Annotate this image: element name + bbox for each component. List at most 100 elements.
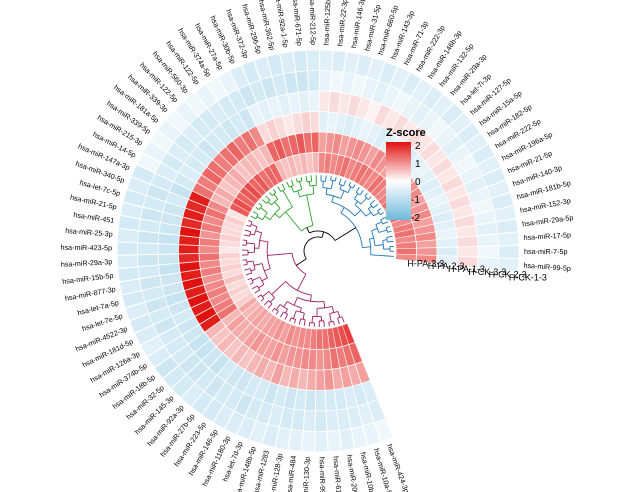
dendrogram-branch — [378, 229, 388, 233]
heatmap-cell — [207, 200, 229, 215]
heatmap-cell — [320, 50, 333, 71]
heatmap-cell — [482, 168, 506, 187]
heatmap-cell — [293, 154, 303, 176]
heatmap-cell — [478, 246, 499, 258]
heatmap-cell — [117, 229, 139, 243]
heatmap-cell — [138, 265, 160, 279]
heatmap-cell — [272, 320, 287, 341]
dendrogram-branch — [387, 240, 394, 243]
dendrogram-branch — [354, 209, 362, 217]
heatmap-cell — [457, 246, 478, 257]
dendrogram-branch — [341, 316, 345, 323]
heatmap-cell — [332, 368, 344, 390]
heatmap-cell — [237, 416, 256, 440]
heatmap-cell — [199, 314, 221, 332]
heatmap-cell — [246, 304, 265, 323]
heatmap-cell — [209, 291, 231, 307]
dendrogram-branch — [273, 189, 277, 193]
dendrogram-branch — [255, 206, 260, 210]
heatmap-cell — [382, 85, 400, 109]
heatmap-cell — [342, 345, 355, 366]
heatmap-cell — [229, 65, 249, 89]
heatmap-cell — [308, 349, 317, 370]
heatmap-cell — [334, 155, 345, 176]
heatmap-cell — [362, 77, 378, 100]
heatmap-cell — [178, 253, 200, 263]
heatmap-cell — [329, 153, 339, 175]
heatmap-cell — [291, 113, 303, 134]
heatmap-cell — [280, 158, 293, 179]
heatmap-cell — [165, 335, 188, 356]
dendrogram-branch — [369, 237, 374, 240]
dendrogram-branch — [365, 212, 372, 217]
dendrogram-branch — [354, 201, 359, 206]
legend-tick: -2 — [411, 213, 420, 224]
heatmap-cell — [305, 390, 316, 411]
heatmap-cell — [316, 370, 325, 391]
heatmap-cell — [214, 382, 234, 405]
dendrogram-branch — [275, 310, 279, 315]
heatmap-cell — [395, 235, 416, 244]
dendrogram-branch — [309, 230, 336, 241]
heatmap-cell — [411, 79, 433, 103]
dendrogram-branch — [277, 186, 282, 192]
heatmap-cell — [365, 100, 381, 123]
ring-sample-label: H-CK-3-3 — [468, 267, 506, 277]
heatmap-cell — [339, 156, 351, 178]
heatmap-cell — [196, 175, 218, 193]
heatmap-cell — [369, 149, 386, 170]
heatmap-cell — [245, 152, 263, 173]
dendrogram-branch — [265, 195, 271, 201]
heatmap-cell — [315, 431, 328, 452]
dendrogram-branch — [368, 205, 373, 210]
heatmap-cell — [343, 115, 356, 136]
heatmap-cell — [166, 192, 188, 208]
heatmap-cell — [396, 248, 417, 255]
heatmap-cell — [249, 331, 267, 352]
dendrogram-branch — [269, 207, 281, 220]
heatmap-cell — [163, 202, 185, 217]
heatmap-cell — [362, 380, 378, 403]
heatmap-cell — [268, 405, 284, 427]
gene-label: hsa-miR-29a-5p — [522, 213, 574, 229]
heatmap-cell — [336, 346, 348, 368]
heatmap-cell — [270, 363, 285, 385]
heatmap-cell — [306, 50, 320, 71]
heatmap-cell — [410, 103, 431, 126]
heatmap-cell — [457, 122, 480, 145]
heatmap-cell — [257, 99, 273, 122]
heatmap-cell — [471, 199, 494, 215]
heatmap-cell — [118, 215, 140, 231]
heatmap-cell — [345, 136, 358, 158]
heatmap-cell — [372, 81, 390, 104]
heatmap-cell — [426, 118, 448, 140]
heatmap-cell — [303, 410, 315, 432]
heatmap-cell — [432, 210, 454, 224]
heatmap-cell — [325, 132, 335, 154]
dendrogram-branch — [369, 204, 374, 209]
heatmap-cell — [398, 120, 418, 142]
heatmap-cell — [180, 269, 202, 282]
heatmap-cell — [332, 133, 343, 155]
dendrogram-branch — [289, 317, 292, 322]
heatmap-cell — [355, 54, 372, 77]
heatmap-cell — [288, 429, 303, 451]
dendrogram-branch — [276, 304, 281, 311]
dendrogram-branch — [268, 291, 275, 298]
heatmap-cell — [217, 359, 237, 381]
dendrogram-branch — [373, 212, 380, 217]
heatmap-cell — [117, 255, 138, 268]
heatmap-cell — [477, 257, 498, 270]
heatmap-cell — [203, 214, 224, 227]
heatmap-cell — [394, 229, 415, 239]
dendrogram-branch — [269, 192, 273, 196]
heatmap-cell — [297, 327, 307, 348]
heatmap-cell — [187, 361, 209, 383]
dendrogram-branch — [331, 306, 335, 313]
dendrogram-branch — [300, 318, 306, 321]
heatmap-cell — [322, 328, 330, 349]
dendrogram-branch — [293, 319, 297, 324]
heatmap-cell — [497, 258, 519, 272]
heatmap-cell — [239, 157, 258, 177]
heatmap-cell — [199, 245, 220, 254]
